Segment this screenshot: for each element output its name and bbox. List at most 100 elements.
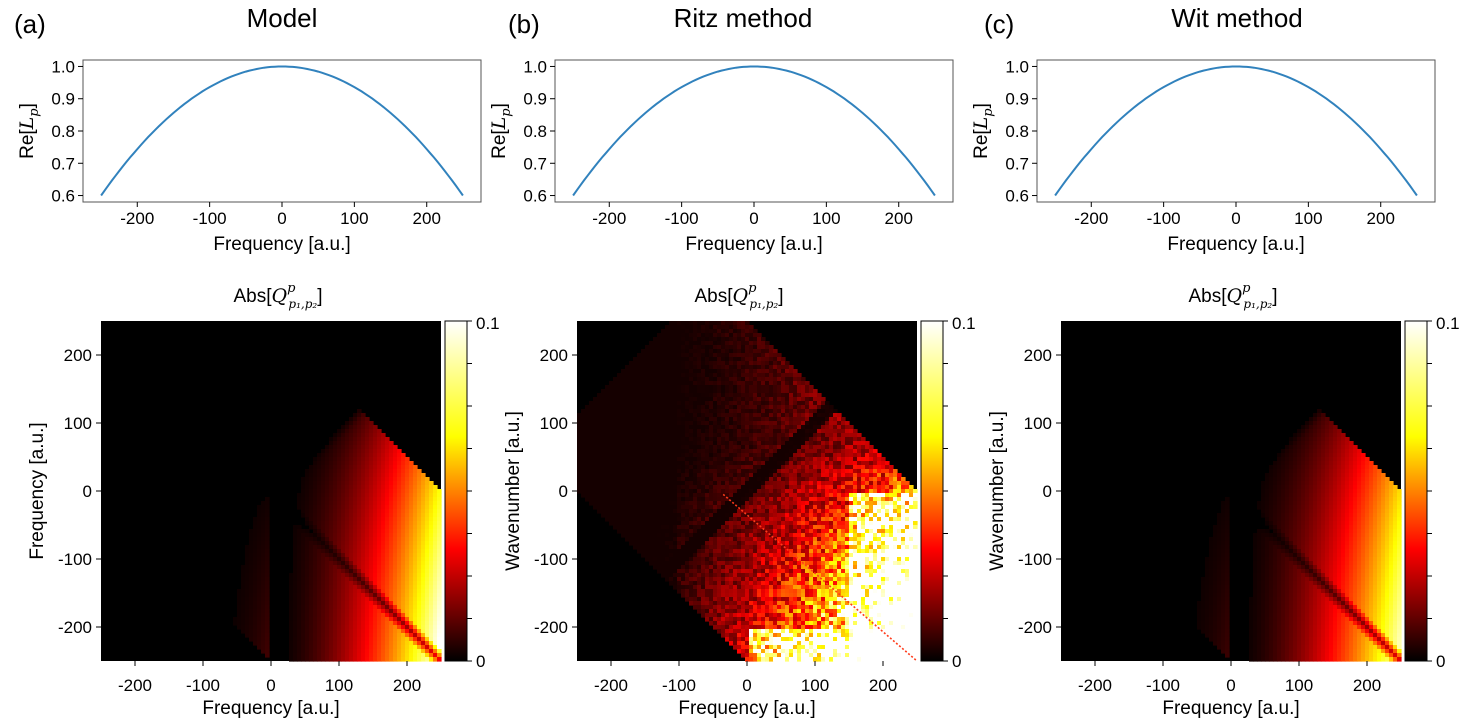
heatmap-cell [317, 549, 322, 554]
heatmap-cell [701, 505, 706, 510]
heatmap-cell [725, 585, 730, 590]
heatmap-cell [321, 557, 326, 562]
heatmap-cell [401, 501, 406, 506]
heatmap-cell [437, 497, 442, 502]
heatmap-cell [585, 413, 590, 418]
heatmap-cell [621, 461, 626, 466]
heatmap-cell [409, 573, 414, 578]
heatmap-cell [653, 401, 658, 406]
heatmap-cell [741, 329, 746, 334]
heatmap-cell [337, 581, 342, 586]
heatmap-cell [661, 333, 666, 338]
heatmap-cell [437, 509, 442, 514]
heatmap-cell [673, 489, 678, 494]
heatmap-cell [653, 341, 658, 346]
heatmap-cell [677, 577, 682, 582]
heatmap-cell [693, 449, 698, 454]
heatmap-cell [757, 401, 762, 406]
heatmap-cell [333, 649, 338, 654]
heatmap-cell [713, 433, 718, 438]
heatmap-cell [701, 601, 706, 606]
heatmap-cell [709, 489, 714, 494]
heatmap-cell [665, 345, 670, 350]
heatmap-cell [353, 457, 358, 462]
heatmap-cell [397, 641, 402, 646]
heatmap-cell [753, 537, 758, 542]
heatmap-cell [745, 529, 750, 534]
heatmap-cell [649, 557, 654, 562]
heatmap-cell [417, 641, 422, 646]
heatmap-cell [405, 609, 410, 614]
heatmap-cell [677, 461, 682, 466]
heatmap-cell [325, 657, 330, 662]
heatmap-cell [361, 653, 366, 658]
heatmap-cell [265, 517, 270, 522]
heatmap-cell [305, 633, 310, 638]
heatmap-cell [625, 469, 630, 474]
heatmap-cell [437, 601, 442, 606]
heatmap-cell [705, 329, 710, 334]
heatmap-cell [737, 401, 742, 406]
heatmap-cell [617, 401, 622, 406]
heatmap-cell [733, 477, 738, 482]
heatmap-cell [753, 557, 758, 562]
heatmap-cell [333, 621, 338, 626]
heatmap-cell [657, 445, 662, 450]
heatmap-cell [669, 569, 674, 574]
heatmap-cell [737, 349, 742, 354]
heatmap-cell [709, 405, 714, 410]
heatmap-cell [305, 565, 310, 570]
heatmap-cell [749, 653, 754, 658]
heatmap-cell [369, 589, 374, 594]
heatmap-cell [593, 397, 598, 402]
heatmap-cell [617, 397, 622, 402]
heatmap-cell [357, 637, 362, 642]
heatmap-cell [677, 377, 682, 382]
heatmap-cell [317, 649, 322, 654]
heatmap-cell [301, 581, 306, 586]
heatmap-cell [409, 509, 414, 514]
heatmap-cell [409, 585, 414, 590]
heatmap-cell [365, 561, 370, 566]
heatmap-cell [741, 341, 746, 346]
heatmap-cell [361, 437, 366, 442]
heatmap-cell [261, 529, 266, 534]
heatmap-cell [661, 549, 666, 554]
heatmap-cell [685, 421, 690, 426]
heatmap-cell [341, 609, 346, 614]
heatmap-cell [585, 489, 590, 494]
heatmap-cell [249, 569, 254, 574]
heatmap-cell [413, 629, 418, 634]
heatmap-cell [325, 609, 330, 614]
heatmap-cell [753, 577, 758, 582]
heatmap-cell [673, 549, 678, 554]
heatmap-cell [637, 465, 642, 470]
heatmap-cell [333, 433, 338, 438]
heatmap-cell [353, 605, 358, 610]
heatmap-cell [613, 477, 618, 482]
heatmap-cell [657, 397, 662, 402]
heatmap-cell [357, 621, 362, 626]
heatmap-cell [617, 461, 622, 466]
heatmap-cell [261, 533, 266, 538]
heatmap-cell [365, 629, 370, 634]
heatmap-cell [373, 581, 378, 586]
heatmap-cell [633, 429, 638, 434]
heatmap-cell [689, 485, 694, 490]
heatmap-cell [597, 429, 602, 434]
heatmap-cell [757, 577, 762, 582]
heatmap-cell [257, 629, 262, 634]
heatmap-cell [425, 649, 430, 654]
heatmap-cell [305, 629, 310, 634]
heatmap-cell [585, 469, 590, 474]
heatmap-cell [749, 633, 754, 638]
heatmap-cell [697, 557, 702, 562]
heatmap-cell [589, 429, 594, 434]
heatmap-cell [245, 577, 250, 582]
heatmap-cell [413, 577, 418, 582]
heatmap-cell [613, 397, 618, 402]
heatmap-cell [701, 341, 706, 346]
heatmap-cell [405, 549, 410, 554]
heatmap-cell [393, 577, 398, 582]
heatmap-cell [313, 589, 318, 594]
